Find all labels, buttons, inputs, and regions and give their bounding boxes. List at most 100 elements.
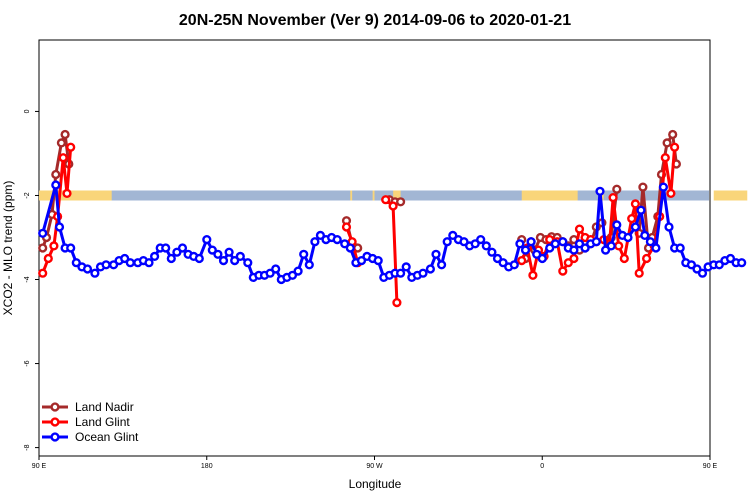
ocean-glint-point (401, 262, 411, 272)
ocean-glint-point (101, 260, 111, 270)
land-glint-point (666, 188, 676, 199)
ocean-glint-point (418, 268, 428, 278)
land-glint-point (49, 241, 59, 251)
ocean-glint-point (51, 180, 61, 190)
ocean-glint-point (194, 253, 204, 264)
ocean-glint-point (623, 232, 633, 243)
ocean-glint-point (606, 241, 616, 251)
ocean-glint-point (476, 235, 486, 245)
x-tick-label: 180 (201, 463, 213, 470)
land-glint-point (38, 268, 48, 278)
legend-land-glint-label: Land Glint (75, 415, 130, 429)
land-glint-point (545, 235, 555, 245)
land-glint-point (669, 142, 680, 152)
plot-frame (38, 39, 711, 457)
ocean-glint-point (340, 239, 350, 249)
x-tick-label: 90 E (703, 463, 718, 470)
ocean-glint-point (591, 237, 601, 247)
ocean-glint-point (202, 235, 212, 245)
land-glint-point (630, 199, 641, 209)
land-glint-point (341, 222, 352, 232)
ocean-glint-point (550, 239, 560, 249)
ocean-glint-point (509, 260, 519, 270)
ocean-glint-point (600, 245, 611, 255)
ocean-glint-point (526, 237, 536, 247)
legend-ocean-glint-marker (50, 432, 60, 442)
land-glint-point (558, 266, 568, 276)
land-nadir-point (51, 169, 61, 180)
ocean-glint-point (537, 253, 547, 264)
y-axis: 0 -2 -4 -6 -8 (24, 109, 39, 451)
legend-land-nadir-marker (50, 402, 60, 412)
y-tick-label: 0 (24, 109, 31, 113)
y-tick-label: -8 (24, 444, 31, 450)
land-glint-point (58, 153, 68, 163)
ocean-glint-point (664, 222, 674, 232)
ocean-glint-point (315, 230, 326, 241)
ocean-glint-point (630, 222, 641, 232)
ocean-glint-point (612, 220, 622, 230)
ocean-glint-point (686, 260, 697, 270)
ocean-glint-point (177, 243, 188, 253)
land-glint-point (43, 253, 53, 264)
x-tick-label: 90 E (32, 463, 47, 470)
ocean-glint-point (737, 258, 747, 268)
land-glint-point (614, 241, 624, 251)
legend-ocean-glint-label: Ocean Glint (75, 430, 139, 444)
y-tick-label: -2 (24, 192, 31, 198)
land-glint-point (392, 298, 402, 308)
ocean-glint-point (574, 239, 585, 249)
ocean-glint-point (515, 239, 525, 249)
ocean-glint-point (54, 222, 65, 232)
ocean-glint-point (345, 243, 355, 253)
land-nadir-point (60, 129, 70, 140)
land-nadir-point (396, 197, 406, 207)
ocean-glint-point (425, 264, 436, 274)
ocean-glint-point (144, 258, 154, 268)
land-glint-point (574, 224, 585, 234)
ocean-glint-point (459, 237, 469, 247)
ocean-glint-point (150, 251, 160, 262)
land-glint-point (563, 258, 573, 268)
ocean-glint-point (271, 264, 281, 274)
ocean-glint-point (396, 268, 406, 278)
land-nadir-point (638, 182, 648, 192)
land-nadir-point (668, 129, 678, 140)
ocean-glint-point (498, 258, 508, 268)
ocean-glint-point (299, 249, 309, 259)
ocean-glint-point (487, 247, 497, 257)
ocean-glint-point (82, 264, 93, 274)
land-glint-point (608, 193, 618, 203)
ocean-glint-point (569, 245, 579, 255)
x-axis-label: Longitude (349, 477, 402, 491)
land-glint-point (641, 253, 652, 264)
ocean-glint-point (243, 258, 253, 268)
ocean-glint-point (213, 249, 223, 259)
ocean-glint-point (725, 253, 736, 264)
x-tick-label: 90 W (366, 463, 383, 470)
ocean-glint-point (520, 245, 531, 255)
ocean-glint-point (658, 182, 669, 192)
ocean-glint-point (697, 268, 708, 278)
ocean-glint-point (545, 243, 555, 253)
ocean-glint-point (120, 253, 130, 264)
land-nadir-point (38, 243, 48, 253)
ocean-glint-point (332, 235, 342, 245)
ocean-glint-point (492, 253, 503, 264)
land-nadir-point (612, 184, 622, 194)
ocean-glint-point (640, 230, 650, 241)
ocean-glint-point (580, 243, 590, 253)
ocean-glint-point (651, 243, 661, 253)
y-tick-label: -4 (24, 276, 31, 282)
x-axis: 90 E 180 90 W 0 90 E (32, 456, 718, 470)
land-glint-point (62, 188, 72, 199)
ocean-glint-point (595, 186, 605, 196)
ocean-glint-point (310, 237, 320, 247)
chart-title: 20N-25N November (Ver 9) 2014-09-06 to 2… (179, 12, 571, 29)
land-glint-point (388, 201, 398, 211)
land-nadir-point (56, 138, 67, 148)
series-layer (38, 129, 747, 308)
ocean-glint-point (442, 237, 452, 247)
